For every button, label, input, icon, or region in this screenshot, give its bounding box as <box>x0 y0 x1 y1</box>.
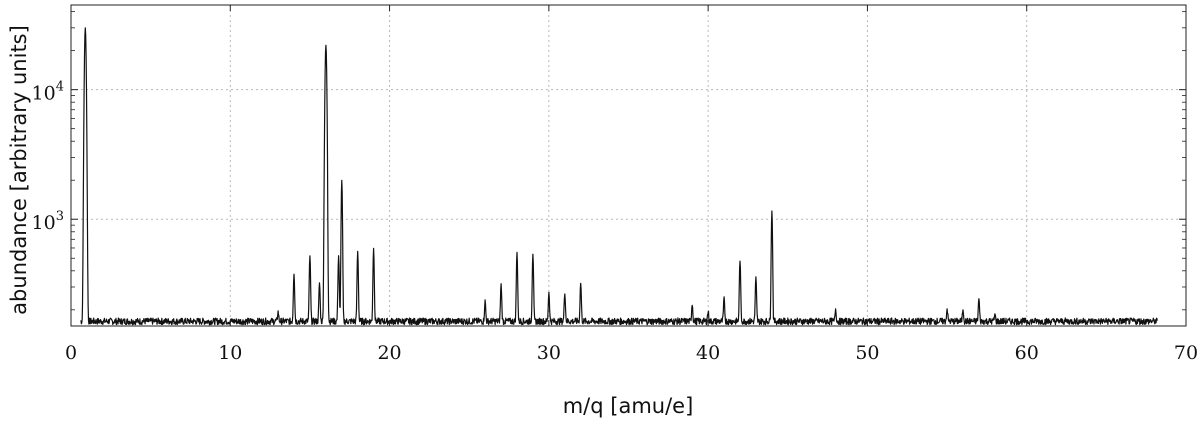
plot-frame <box>70 4 1187 327</box>
y-axis-label: abundance [arbitrary units] <box>7 25 31 315</box>
grid <box>71 5 1186 326</box>
x-tick-label: 10 <box>218 342 242 364</box>
x-tick-label: 30 <box>537 342 561 364</box>
spectrum-line <box>80 27 1158 326</box>
x-tick-label: 70 <box>1174 342 1198 364</box>
axis-ticks: 0 10 20 30 40 50 60 70 104 103 <box>32 5 1198 364</box>
x-tick-label: 40 <box>696 342 720 364</box>
x-tick-label: 50 <box>855 342 879 364</box>
x-axis-label: m/q [amu/e] <box>563 394 694 418</box>
y-tick-label: 104 <box>32 80 64 105</box>
x-tick-label: 20 <box>377 342 401 364</box>
x-tick-label: 60 <box>1015 342 1039 364</box>
x-tick-label: 0 <box>65 342 77 364</box>
y-tick-label: 103 <box>32 209 64 234</box>
